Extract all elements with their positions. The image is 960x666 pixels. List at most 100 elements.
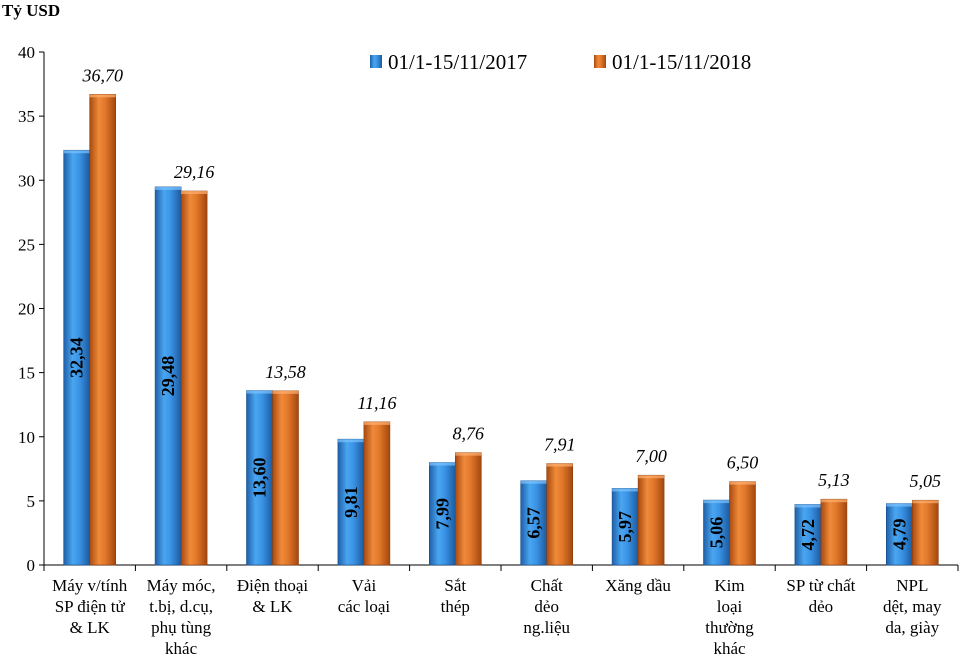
legend-label-2018: 01/1-15/11/2018 [612,50,751,74]
data-label-2017: 5,97 [615,511,635,543]
data-label-2018: 13,58 [265,362,306,382]
y-tick-label: 0 [27,556,36,575]
bar-2018 [272,390,299,566]
bar-2018 [820,498,848,566]
bars [63,94,939,566]
bar-2018-cap [638,475,665,479]
bar-2018 [637,474,665,566]
category-label-line: NPL [896,576,928,595]
bar-2017 [246,390,273,566]
bar-2018-cap [363,421,390,425]
bar-2018-cap [912,500,939,504]
data-label-2018: 11,16 [357,393,396,413]
category-label-line: khác [165,639,198,658]
data-label-2017: 9,81 [341,486,361,518]
bar-2018 [546,463,574,566]
data-label-2017: 13,60 [250,458,270,499]
category-label-line: dệt, may [883,597,942,616]
category-label-line: t.bị, d.cụ, [149,597,213,616]
bar-2018-cap [272,390,299,394]
data-label-2017: 29,48 [158,356,178,397]
bar-2018 [180,190,208,566]
data-label-2018: 7,91 [544,435,576,455]
bar-2018-cap [455,452,482,456]
data-label-2017: 6,57 [524,507,544,539]
category-label: NPL dệt, may da, giày [883,576,942,637]
data-label-2018: 6,50 [727,453,759,473]
bar-2017-cap [63,150,90,154]
bar-2018 [89,94,116,566]
category-label: Kim loại thường khác [705,576,754,658]
category-label-line: Vải [352,576,377,595]
bar-2018-cap [546,463,573,467]
category-label: Máy móc, t.bị, d.cụ, phụ tùng khác [147,576,216,658]
bar-2017 [337,438,365,566]
bar-2017 [154,186,182,566]
category-label-line: Kim [714,576,744,595]
category-label: Sắt thép [441,576,470,616]
data-label-2017: 7,99 [432,498,452,530]
category-label: Vải các loại [338,576,391,616]
category-label: Máy v/tính SP điện tử & LK [52,576,128,637]
data-label-2017: 5,06 [707,517,727,549]
bar-2018 [911,499,939,566]
bar-2017 [794,504,822,566]
category-label: Chất dẻo ng.liệu [523,576,570,637]
category-label-line: Sắt [444,576,466,595]
category-label-line: Máy móc, [147,576,216,595]
category-label-line: & LK [252,597,293,616]
category-label: Xăng dầu [605,576,671,595]
bar-2018-cap [729,481,756,485]
category-label-line: thép [441,597,470,616]
y-tick-label: 10 [18,428,35,447]
data-label-2017: 4,72 [798,519,818,551]
data-label-2018: 5,05 [910,471,942,491]
y-tick-label: 40 [18,43,35,62]
bar-2017 [428,462,456,566]
bar-2017-cap [703,500,730,504]
category-label-line: thường [705,618,754,637]
bar-2018-cap [89,94,116,98]
bar-2017-cap [246,390,273,394]
category-label-line: Xăng dầu [605,576,671,595]
bar-2018 [454,452,482,566]
data-label-2017: 32,34 [67,337,87,378]
data-label-2018: 7,00 [635,446,667,466]
y-unit-label: Tỷ USD [2,1,60,20]
data-label-2018: 29,16 [174,162,215,182]
bar-2017-cap [886,503,913,507]
y-tick-label: 25 [18,235,35,254]
category-label-line: các loại [338,597,391,616]
bar-2018 [729,481,756,566]
category-label-line: khác [713,639,746,658]
bar-2017-cap [794,504,821,508]
category-labels: Máy v/tính SP điện tử & LK Máy móc, t.bị, d.… [52,576,942,658]
bar-2018-cap [820,499,847,503]
data-labels: 32,34 36,70 29,48 29,16 13,60 13,58 9,81 11,16 7… [67,65,941,550]
category-label-line: SP điện tử [55,597,126,616]
category-label-line: SP từ chất [786,576,855,595]
category-label: SP từ chất dẻo [786,576,855,616]
data-label-2018: 8,76 [453,424,485,444]
legend-swatch-2018 [594,55,606,68]
bar-2017-cap [429,462,456,466]
legend: 01/1-15/11/2017 01/1-15/11/2018 [370,50,751,74]
data-label-2018: 36,70 [81,65,123,85]
category-label-line: phụ tùng [151,618,211,637]
category-label-line: da, giày [885,618,939,637]
bar-2017-cap [155,186,182,190]
bar-2017 [611,488,639,566]
data-label-2017: 4,79 [889,519,909,551]
y-tick-label: 15 [18,364,35,383]
category-label-line: & LK [70,618,111,637]
category-label: Điện thoại & LK [237,576,309,616]
bar-2017-cap [337,439,364,443]
legend-swatch-2017 [370,55,382,68]
y-tick-label: 30 [18,171,35,190]
bar-2017-cap [612,488,639,492]
y-tick-label: 5 [27,492,36,511]
category-label-line: Máy v/tính [52,576,128,595]
bar-2018 [363,421,391,566]
category-label-line: loại [717,597,743,616]
